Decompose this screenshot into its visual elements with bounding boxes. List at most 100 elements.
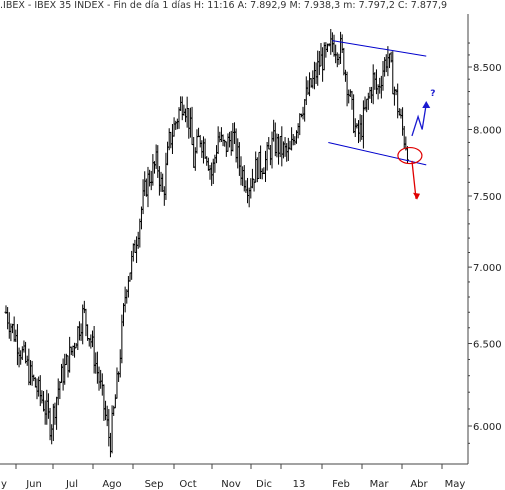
price-bar xyxy=(229,130,233,156)
price-bar xyxy=(249,178,253,199)
price-bar xyxy=(254,151,258,183)
price-bar xyxy=(82,300,86,314)
x-tick-label: y xyxy=(1,479,7,490)
price-bar xyxy=(392,86,396,106)
x-tick-label: Jul xyxy=(65,479,78,490)
y-tick-label: 6.000 xyxy=(473,422,502,433)
y-tick-label: 7.000 xyxy=(473,263,502,274)
price-bar xyxy=(352,94,356,134)
price-bar xyxy=(154,144,158,169)
price-bar xyxy=(153,161,157,174)
price-bar xyxy=(200,140,204,158)
price-bar xyxy=(342,47,346,76)
price-bar xyxy=(193,147,197,171)
price-bar xyxy=(115,367,119,399)
price-bar xyxy=(25,355,29,366)
price-bar xyxy=(12,316,16,342)
price-bar xyxy=(301,106,305,120)
price-bar xyxy=(180,96,184,121)
price-bar xyxy=(332,34,336,57)
price-bar xyxy=(157,166,161,196)
price-bar xyxy=(232,122,236,144)
price-bar xyxy=(355,123,359,129)
price-bar xyxy=(381,60,385,91)
price-bar xyxy=(190,106,194,146)
price-bar xyxy=(174,120,178,130)
x-tick-label: Mar xyxy=(370,479,390,490)
price-bar xyxy=(33,377,37,388)
bullish-arrow-head xyxy=(422,101,431,109)
price-bar xyxy=(166,141,170,166)
bearish-arrow-head xyxy=(413,192,421,200)
price-bar xyxy=(345,71,349,107)
price-bar xyxy=(250,168,254,189)
price-bar xyxy=(365,98,369,113)
price-bar xyxy=(401,107,405,136)
price-bar xyxy=(151,154,155,186)
price-bar xyxy=(30,360,34,386)
price-bar xyxy=(56,378,60,406)
price-bar xyxy=(187,107,191,139)
price-bar xyxy=(308,72,312,97)
price-bar xyxy=(231,122,235,152)
price-bar xyxy=(334,44,338,64)
price-bar xyxy=(358,114,362,142)
price-bar xyxy=(201,136,205,164)
price-bar xyxy=(7,312,11,339)
price-bar xyxy=(291,133,295,146)
price-bar xyxy=(159,171,163,192)
price-bar xyxy=(179,96,183,111)
price-bar xyxy=(97,366,101,391)
price-bar xyxy=(112,405,116,416)
price-bar xyxy=(37,376,41,397)
y-tick-label: 8.000 xyxy=(473,125,502,136)
price-bar xyxy=(138,218,142,248)
price-bar xyxy=(396,83,400,119)
price-bar xyxy=(259,145,263,180)
price-bar xyxy=(68,336,72,373)
price-bar xyxy=(61,358,65,391)
price-bar xyxy=(133,239,137,253)
price-bar xyxy=(252,178,256,192)
price-bar xyxy=(149,170,153,191)
price-bar xyxy=(312,61,316,90)
price-bar xyxy=(386,46,390,77)
price-bar xyxy=(53,402,57,425)
annotations-group: ? xyxy=(328,40,435,200)
price-bar xyxy=(374,69,378,95)
price-bar xyxy=(350,90,354,110)
price-bar xyxy=(141,179,145,215)
price-bar xyxy=(92,326,96,374)
price-bar xyxy=(139,206,143,230)
price-bar xyxy=(205,156,209,166)
price-bar xyxy=(128,272,132,282)
price-bar xyxy=(270,131,274,169)
price-bar xyxy=(69,346,73,356)
x-tick-label: Ago xyxy=(102,479,121,490)
price-bar xyxy=(50,424,54,445)
price-bar xyxy=(257,151,261,179)
bullish-arrow-path xyxy=(411,103,427,137)
price-bar xyxy=(361,100,365,149)
price-bar xyxy=(15,324,19,366)
price-bar xyxy=(236,138,240,169)
price-bar xyxy=(63,353,67,385)
price-bar xyxy=(275,133,279,158)
price-bar xyxy=(263,150,267,182)
price-bar xyxy=(206,157,210,171)
price-bar xyxy=(215,145,219,164)
price-bar xyxy=(76,326,80,351)
price-bar xyxy=(394,89,398,96)
price-bar xyxy=(391,51,395,95)
price-bar xyxy=(177,107,181,129)
price-bar xyxy=(45,389,49,425)
price-bar xyxy=(35,378,39,400)
price-bar xyxy=(343,69,347,82)
price-bar xyxy=(379,75,383,99)
price-bar xyxy=(293,136,297,146)
price-bar xyxy=(340,34,344,54)
price-bar xyxy=(378,77,382,94)
price-bar xyxy=(55,396,59,430)
price-bar xyxy=(20,346,24,361)
price-bar xyxy=(330,32,334,53)
